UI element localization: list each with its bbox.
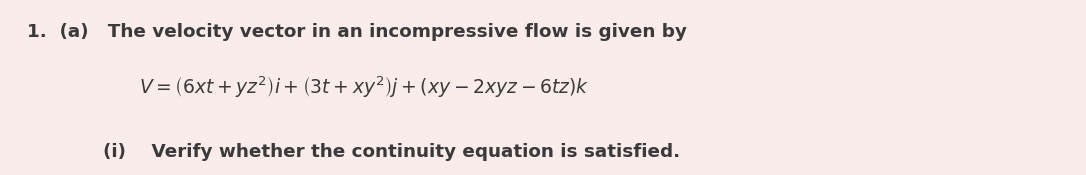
Text: 1.  (a)   The velocity vector in an incompressive flow is given by: 1. (a) The velocity vector in an incompr… [27,23,687,41]
Text: (i)    Verify whether the continuity equation is satisfied.: (i) Verify whether the continuity equati… [103,143,680,161]
Text: $V = \left(6xt + yz^{2}\right)i + \left(3t + xy^{2}\right)j + \left(xy - 2xyz - : $V = \left(6xt + yz^{2}\right)i + \left(… [139,75,590,100]
